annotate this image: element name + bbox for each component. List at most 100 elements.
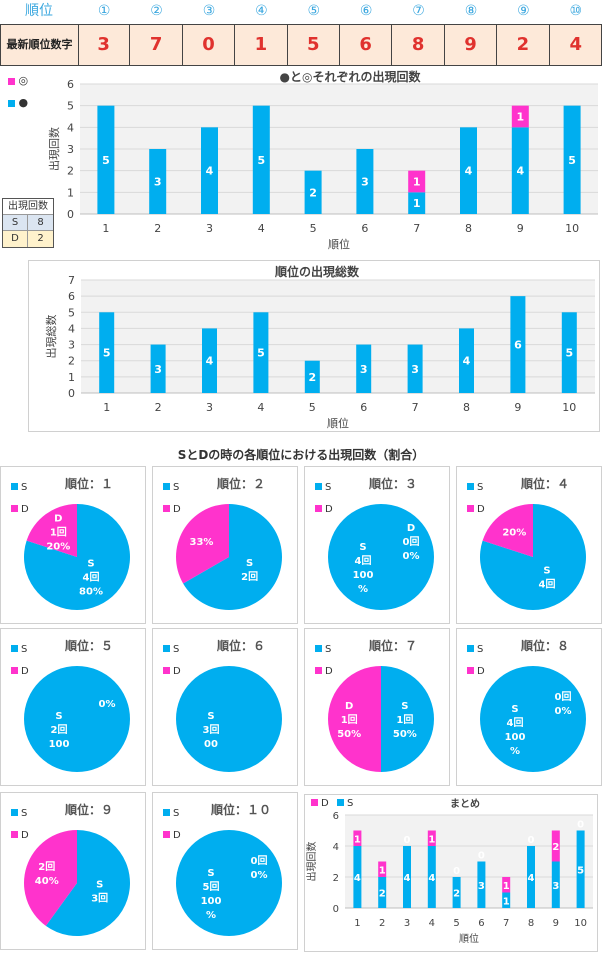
pie-legend-s-swatch <box>315 645 322 652</box>
bar-b-9 <box>511 105 529 128</box>
pie-label-d: 33% <box>189 537 213 548</box>
chart-title: ●と◎それぞれの出現回数 <box>280 69 422 84</box>
pie-legend-d-label: D <box>21 504 29 515</box>
bar-data-label: 4 <box>206 355 214 368</box>
pie-label-s: % <box>510 746 520 757</box>
bar-data-label: 3 <box>154 176 162 189</box>
legend-d-swatch <box>8 77 15 85</box>
bar-a-1 <box>97 105 115 214</box>
pie-label-d: 2回 <box>38 861 55 873</box>
bar-a-1 <box>353 846 362 908</box>
pie-section-title: SとDの時の各順位における出現回数（割合） <box>177 448 425 462</box>
pie-legend-d-swatch <box>467 505 474 512</box>
pie-label-s: 4回 <box>355 555 372 567</box>
pie-label-d: 50% <box>337 729 361 740</box>
pie-slice-s <box>176 830 282 936</box>
count-table-row-s: S 8 <box>3 215 53 231</box>
bar-data-label: 5 <box>568 154 576 167</box>
pie-title: 順位：２ <box>216 476 265 491</box>
summary-legend-s-label: S <box>347 798 353 809</box>
bar-b-4 <box>427 830 436 846</box>
pie-slice-s <box>176 666 282 772</box>
plot-area <box>345 815 593 908</box>
chart-title: 順位の出現総数 <box>274 264 360 279</box>
pie-legend-d-swatch <box>467 667 474 674</box>
legend-s-label: ● <box>18 96 29 109</box>
bar-data-label: 5 <box>565 347 573 360</box>
pie-label-s: 100 <box>505 732 526 743</box>
pie-slice-d <box>328 666 381 772</box>
y-tick-label: 7 <box>68 274 75 287</box>
pie-label-s: S <box>359 542 366 553</box>
bar-data-label: 3 <box>360 363 368 376</box>
bar-a-6 <box>477 861 486 908</box>
bar-data-label: 3 <box>411 363 419 376</box>
pie-legend-s-label: S <box>21 808 27 819</box>
bar-a-3 <box>403 846 411 908</box>
pie-panel-8: S D 順位：８ S 4回 100% 0回 0% <box>456 628 602 786</box>
pie-label-s: 00 <box>204 739 218 750</box>
bar-data-label: 4 <box>516 165 524 178</box>
x-tick-label: 1 <box>103 401 110 414</box>
legend-d-label: ◎ <box>18 74 29 87</box>
pie-legend-d-swatch <box>163 505 170 512</box>
pie-panel-1: S D 順位：１ S 4回 80% D 1回 20% <box>0 466 146 624</box>
pie-title: 順位：６ <box>216 638 265 653</box>
pie-label-s: 2回 <box>51 724 68 736</box>
x-axis-label: 順位 <box>459 932 479 945</box>
y-axis-label: 出現総数 <box>44 315 58 359</box>
pie-legend-s-label: S <box>173 808 179 819</box>
pie-panel-5: S D 順位：５ S 2回 100 0% <box>0 628 146 786</box>
pie-title: 順位：１ <box>64 476 113 491</box>
bar-a-4 <box>252 105 270 214</box>
pie-title: 順位：８ <box>520 638 569 653</box>
x-tick-label: 1 <box>354 918 360 929</box>
pie-label-s: 2回 <box>241 571 258 583</box>
x-tick-label: 6 <box>478 918 484 929</box>
rank-position-10: ⑩ <box>569 3 583 19</box>
bar-a-10 <box>561 312 577 393</box>
pie-label-s: 5回 <box>203 881 220 893</box>
pie-legend-d-label: D <box>21 830 29 841</box>
bar-a-2 <box>378 877 387 908</box>
pie-title: 順位：５ <box>64 638 113 653</box>
y-axis-label: 出現回数 <box>305 842 318 882</box>
bar-data-label: 1 <box>503 896 510 907</box>
pie-title: 順位：９ <box>64 802 113 817</box>
bar-data-label: 3 <box>361 176 369 189</box>
bar-data-label: 6 <box>514 339 522 352</box>
pie-slice-s <box>381 666 434 772</box>
pie-legend-s-swatch <box>163 483 170 490</box>
y-tick-label: 6 <box>333 811 339 822</box>
pie-legend-s-label: S <box>173 644 179 655</box>
y-tick-label: 2 <box>67 165 74 178</box>
bar-a-2 <box>149 149 167 214</box>
pie-label-s: S <box>511 704 518 715</box>
pie-label-d: 1回 <box>50 526 67 538</box>
bar-a-5 <box>304 170 322 214</box>
legend-s-top: ● <box>8 96 28 109</box>
y-tick-label: 5 <box>67 100 74 113</box>
pie-slice-s <box>183 504 282 610</box>
pie-legend-s-swatch <box>467 645 474 652</box>
pie-legend-d-label: D <box>173 666 181 677</box>
pie-legend-s-label: S <box>477 644 483 655</box>
bar-a-10 <box>563 105 581 214</box>
bar-data-label: 1 <box>503 881 510 892</box>
bar-data-label: 4 <box>354 873 361 884</box>
bar-data-label: 3 <box>154 363 162 376</box>
pie-panel-9: S D 順位：９ S 3回 2回 40% <box>0 792 146 950</box>
bar-data-label: 1 <box>428 834 435 845</box>
y-tick-label: 0 <box>67 208 74 221</box>
summary-stacked-chart: 0 2 4 6 1 4 1 2 2 1 3 4 0 4 4 1 5 2 0 6 3 0 7 1 1 8 4 0 9 3 2 10 5 0 まとめ順位… <box>305 798 593 945</box>
rank-position-4: ④ <box>255 3 268 19</box>
y-tick-label: 0 <box>333 904 339 915</box>
y-tick-label: 4 <box>333 842 339 853</box>
x-tick-label: 4 <box>429 918 435 929</box>
y-tick-label: 3 <box>67 143 74 156</box>
bar-a-8 <box>460 127 477 214</box>
summary-chart-panel: 0 2 4 6 1 4 1 2 2 1 3 4 0 4 4 1 5 2 0 6 3 0 7 1 1 8 4 0 9 3 2 10 5 0 まとめ 順位… <box>304 794 598 952</box>
bar-data-label: 3 <box>552 881 559 892</box>
